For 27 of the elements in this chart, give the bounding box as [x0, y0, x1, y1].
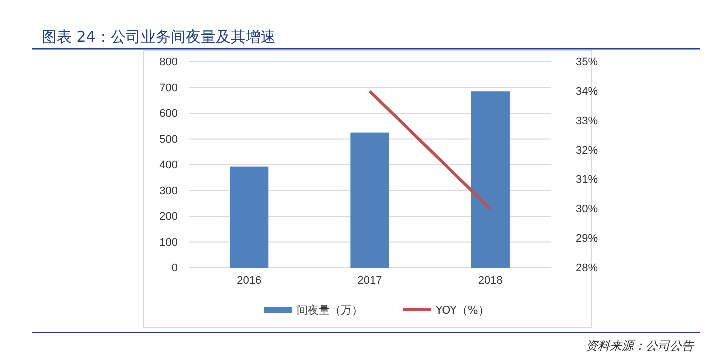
x-tick-label: 2016 — [237, 274, 262, 287]
y-tick-label: 0 — [172, 262, 178, 275]
bar — [230, 166, 269, 268]
legend-label: YOY（%） — [435, 304, 490, 317]
y-tick-label: 800 — [160, 56, 178, 69]
y-tick-label: 500 — [160, 134, 178, 146]
y-tick-label: 300 — [160, 185, 178, 198]
y2-tick-label: 28% — [576, 262, 598, 275]
y-tick-label: 600 — [160, 108, 178, 120]
legend-label: 间夜量（万） — [297, 304, 363, 317]
y2-tick-label: 34% — [576, 86, 598, 98]
text: 资料来源：公司公告 — [586, 339, 695, 353]
chart-title: 图表 24：公司业务间夜量及其增速 — [42, 28, 276, 46]
y2-tick-label: 30% — [576, 204, 598, 216]
y2-tick-label: 33% — [576, 115, 598, 128]
y-tick-label: 100 — [160, 236, 178, 249]
y-tick-label: 200 — [160, 211, 178, 224]
y2-tick-label: 35% — [576, 56, 598, 69]
bar — [471, 92, 510, 268]
y2-tick-label: 32% — [576, 144, 598, 157]
x-tick-label: 2018 — [478, 274, 503, 287]
bar — [350, 132, 390, 268]
y2-tick-label: 31% — [576, 174, 598, 186]
y-tick-label: 400 — [160, 160, 178, 172]
y-tick-label: 700 — [160, 82, 178, 94]
x-tick-label: 2017 — [358, 274, 382, 287]
y2-tick-label: 29% — [576, 233, 598, 246]
